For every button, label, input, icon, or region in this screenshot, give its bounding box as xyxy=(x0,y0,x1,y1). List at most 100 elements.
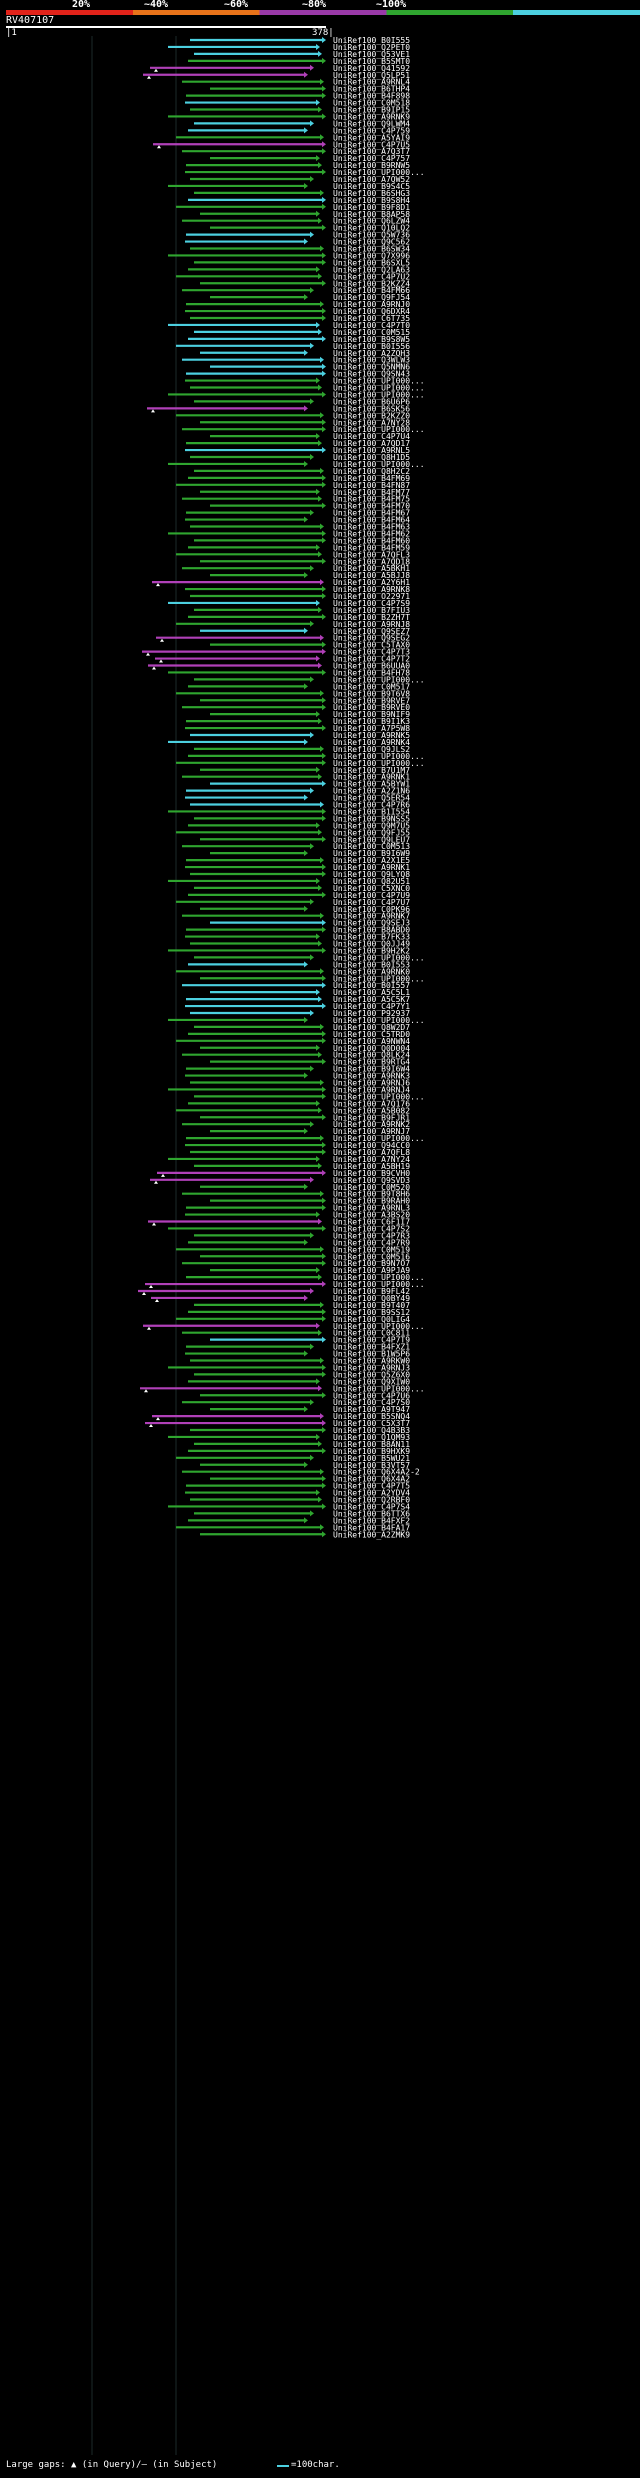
hit-label[interactable]: UniRef100_Q7X996 xyxy=(333,251,410,260)
hit-label[interactable]: UniRef100_A9RNK7 xyxy=(333,912,410,921)
hit-label[interactable]: UniRef100_A9T947 xyxy=(333,1405,410,1414)
hit-label[interactable]: UniRef100_Q8H2C2 xyxy=(333,467,410,476)
hit-label[interactable]: UniRef100_B8AP58 xyxy=(333,210,410,219)
hit-label[interactable]: UniRef100_UPI000... xyxy=(333,460,425,469)
hit-label[interactable]: UniRef100_C4P7T5 xyxy=(333,1482,410,1491)
hit-label[interactable]: UniRef100_Q9SEZ7 xyxy=(333,627,410,636)
hit-label[interactable]: UniRef100_C4P7T0 xyxy=(333,321,410,330)
hit-label[interactable]: UniRef100_UPI000... xyxy=(333,1134,425,1143)
hit-label[interactable]: UniRef100_B4FM75 xyxy=(333,495,410,504)
hit-label[interactable]: UniRef100_Q9JLS2 xyxy=(333,745,410,754)
hit-label[interactable]: UniRef100_UPI000... xyxy=(333,1016,425,1025)
hit-label[interactable]: UniRef100_Q5LP51 xyxy=(333,71,410,80)
hit-label[interactable]: UniRef100_B4FM66 xyxy=(333,286,410,295)
hit-label[interactable]: UniRef100_Q9LWM4 xyxy=(333,119,410,128)
hit-label[interactable]: UniRef100_B0I553 xyxy=(333,960,410,969)
hit-label[interactable]: UniRef100_A5C5K7 xyxy=(333,995,410,1004)
hit-label[interactable]: UniRef100_C4P7T2 xyxy=(333,655,410,664)
hit-label[interactable]: UniRef100_B9CVH0 xyxy=(333,1169,410,1178)
hit-label[interactable]: UniRef100_C0M513 xyxy=(333,842,410,851)
hit-label[interactable]: UniRef100_A5BJJ8 xyxy=(333,571,410,580)
hit-label[interactable]: UniRef100_A2YDV4 xyxy=(333,1489,410,1498)
hit-label[interactable]: UniRef100_B7FIU3 xyxy=(333,606,410,615)
hit-label[interactable]: UniRef100_Q6LZW4 xyxy=(333,217,410,226)
hit-label[interactable]: UniRef100_A7QW52 xyxy=(333,175,410,184)
hit-label[interactable]: UniRef100_A9RNK8 xyxy=(333,585,410,594)
hit-label[interactable]: UniRef100_Q9LEU7 xyxy=(333,835,410,844)
hit-label[interactable]: UniRef100_A5C5L1 xyxy=(333,988,410,997)
hit-label[interactable]: UniRef100_Q0LIG4 xyxy=(333,1315,410,1324)
hit-label[interactable]: UniRef100_B4FXF2 xyxy=(333,1516,410,1525)
hit-label[interactable]: UniRef100_UPI000... xyxy=(333,1092,425,1101)
hit-label[interactable]: UniRef100_Q9FJ55 xyxy=(333,828,410,837)
hit-label[interactable]: UniRef100_B6SXL5 xyxy=(333,258,410,267)
hit-label[interactable]: UniRef100_Q82U51 xyxy=(333,877,410,886)
hit-label[interactable]: UniRef100_Q6X4A2 xyxy=(333,1475,410,1484)
hit-label[interactable]: UniRef100_B5SNQ4 xyxy=(333,1412,410,1421)
hit-label[interactable]: UniRef100_C4P7U7 xyxy=(333,898,410,907)
hit-label[interactable]: UniRef100_UPI000... xyxy=(333,390,425,399)
hit-label[interactable]: UniRef100_UPI000... xyxy=(333,752,425,761)
hit-label[interactable]: UniRef100_UPI000... xyxy=(333,1280,425,1289)
hit-label[interactable]: UniRef100_A2X1E5 xyxy=(333,856,410,865)
hit-label[interactable]: UniRef100_A7Q3T7 xyxy=(333,147,410,156)
hit-label[interactable]: UniRef100_Q0BY49 xyxy=(333,1294,410,1303)
hit-label[interactable]: UniRef100_B2KZZ4 xyxy=(333,279,410,288)
hit-label[interactable]: UniRef100_C4P7R3 xyxy=(333,1231,410,1240)
hit-label[interactable]: UniRef100_B9FL42 xyxy=(333,1287,410,1296)
hit-label[interactable]: UniRef100_A9PJA9 xyxy=(333,1266,410,1275)
hit-label[interactable]: UniRef100_B1W5P6 xyxy=(333,1350,410,1359)
hit-label[interactable]: UniRef100_A9RNJ4 xyxy=(333,1085,410,1094)
hit-label[interactable]: UniRef100_UPI000... xyxy=(333,1322,425,1331)
hit-label[interactable]: UniRef100_B9T6V8 xyxy=(333,689,410,698)
hit-label[interactable]: UniRef100_A2Z1N6 xyxy=(333,787,410,796)
hit-label[interactable]: UniRef100_B0I556 xyxy=(333,342,410,351)
hit-label[interactable]: UniRef100_Q9C562 xyxy=(333,238,410,247)
hit-label[interactable]: UniRef100_UPI000... xyxy=(333,974,425,983)
hit-label[interactable]: UniRef100_B4FM67 xyxy=(333,509,410,518)
hit-label[interactable]: UniRef100_A2ZMK9 xyxy=(333,1530,410,1539)
hit-label[interactable]: UniRef100_C5TAX0 xyxy=(333,641,410,650)
hit-label[interactable]: UniRef100_B4FM63 xyxy=(333,523,410,532)
hit-label[interactable]: UniRef100_A9RNL5 xyxy=(333,446,410,455)
hit-label[interactable]: UniRef100_B4FM62 xyxy=(333,529,410,538)
hit-label[interactable]: UniRef100_A5BKH1 xyxy=(333,564,410,573)
hit-label[interactable]: UniRef100_B9S8H4 xyxy=(333,196,410,205)
hit-label[interactable]: UniRef100_B4FM77 xyxy=(333,488,410,497)
hit-label[interactable]: UniRef100_A9RNJ0 xyxy=(333,300,410,309)
hit-label[interactable]: UniRef100_Q53VE1 xyxy=(333,50,410,59)
hit-label[interactable]: UniRef100_Q9M7U5 xyxy=(333,821,410,830)
hit-label[interactable]: UniRef100_C4P7T3 xyxy=(333,648,410,657)
hit-label[interactable]: UniRef100_B1I554 xyxy=(333,807,410,816)
hit-label[interactable]: UniRef100_B9S8W5 xyxy=(333,335,410,344)
hit-label[interactable]: UniRef100_C4P7U5 xyxy=(333,140,410,149)
hit-label[interactable]: UniRef100_B2ZH7T xyxy=(333,613,410,622)
hit-label[interactable]: UniRef100_B9N7O7 xyxy=(333,1259,410,1268)
hit-label[interactable]: UniRef100_A9RNJ8 xyxy=(333,620,410,629)
hit-label[interactable]: UniRef100_Q9SEG2 xyxy=(333,634,410,643)
hit-label[interactable]: UniRef100_B6UUA0 xyxy=(333,662,410,671)
hit-label[interactable]: UniRef100_Q9LYQ8 xyxy=(333,870,410,879)
hit-label[interactable]: UniRef100_Q3WLW3 xyxy=(333,356,410,365)
hit-label[interactable]: UniRef100_P92937 xyxy=(333,1009,410,1018)
hit-label[interactable]: UniRef100_B9RTG4 xyxy=(333,1058,410,1067)
hit-label[interactable]: UniRef100_Q8H1D5 xyxy=(333,453,410,462)
hit-label[interactable]: UniRef100_A7NY28 xyxy=(333,418,410,427)
hit-label[interactable]: UniRef100_A7QD17 xyxy=(333,439,410,448)
hit-label[interactable]: UniRef100_B6SK56 xyxy=(333,404,410,413)
hit-label[interactable]: UniRef100_C4P7S4 xyxy=(333,1502,410,1511)
hit-label[interactable]: UniRef100_A9RNL4 xyxy=(333,78,410,87)
hit-label[interactable]: UniRef100_Q5NMN6 xyxy=(333,363,410,372)
hit-label[interactable]: UniRef100_A9RKW0 xyxy=(333,1357,410,1366)
hit-label[interactable]: UniRef100_C4P7U9 xyxy=(333,891,410,900)
hit-label[interactable]: UniRef100_B9HXK9 xyxy=(333,1447,410,1456)
hit-label[interactable]: UniRef100_UPI000... xyxy=(333,759,425,768)
hit-label[interactable]: UniRef100_Q2PET0 xyxy=(333,43,410,52)
hit-label[interactable]: UniRef100_C0M518 xyxy=(333,99,410,108)
hit-label[interactable]: UniRef100_C4P7R9 xyxy=(333,1238,410,1247)
hit-label[interactable]: UniRef100_B9S4C5 xyxy=(333,182,410,191)
hit-label[interactable]: UniRef100_B9RVE0 xyxy=(333,703,410,712)
hit-label[interactable]: UniRef100_Q8LK24 xyxy=(333,1051,410,1060)
hit-label[interactable]: UniRef100_C0PK96 xyxy=(333,905,410,914)
hit-label[interactable]: UniRef100_Q10LQ2 xyxy=(333,224,410,233)
